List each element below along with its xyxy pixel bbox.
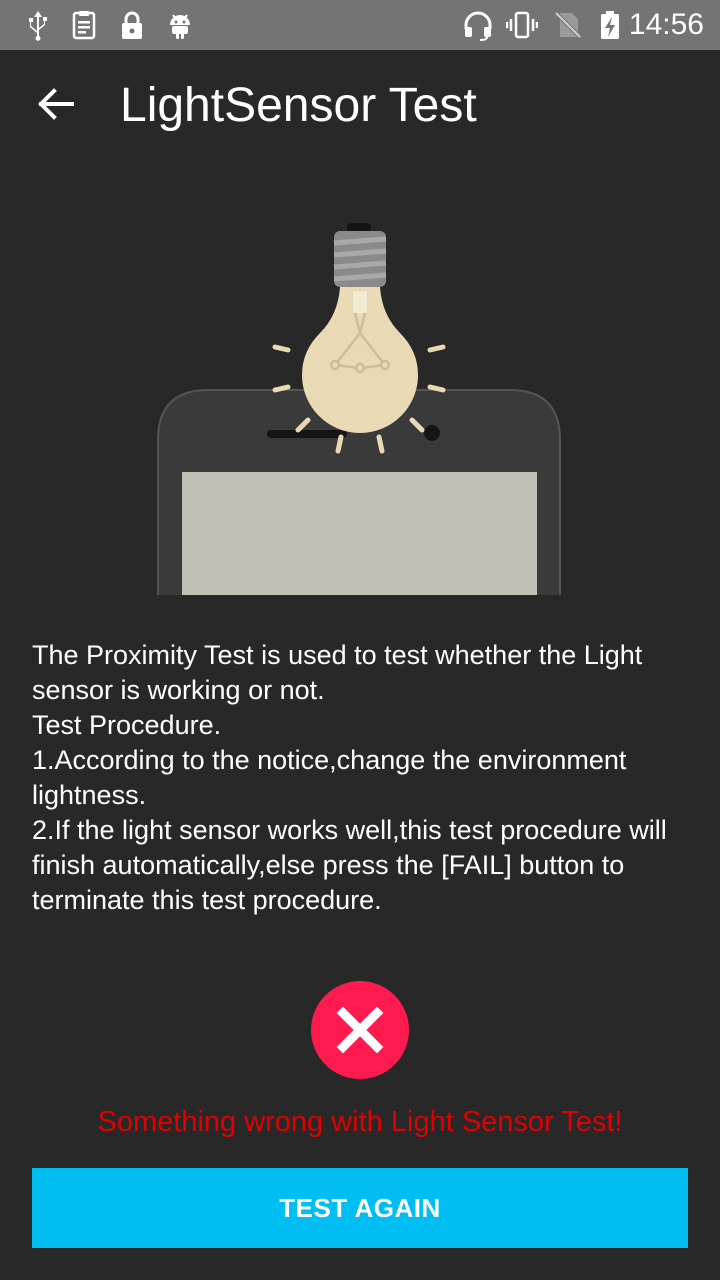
description-procedure-heading: Test Procedure. xyxy=(32,710,222,740)
page-title: LightSensor Test xyxy=(120,79,477,132)
test-description: The Proximity Test is used to test wheth… xyxy=(32,638,692,918)
debug-log-icon xyxy=(72,11,96,40)
usb-icon xyxy=(29,11,47,41)
arrow-left-icon[interactable] xyxy=(24,72,88,136)
result-message: Something wrong with Light Sensor Test! xyxy=(97,1106,623,1138)
lock-icon xyxy=(122,11,142,39)
app-bar: LightSensor Test xyxy=(0,50,720,168)
test-again-button[interactable]: TEST AGAIN xyxy=(32,1168,688,1248)
lightbulb-over-phone-icon xyxy=(157,223,561,595)
android-icon xyxy=(170,14,190,39)
description-intro: The Proximity Test is used to test wheth… xyxy=(32,640,643,705)
description-step-1: 1.According to the notice,change the env… xyxy=(32,745,627,810)
vibrate-icon xyxy=(506,11,538,39)
fail-x-icon xyxy=(311,981,409,1079)
battery-charging-icon xyxy=(601,11,619,39)
status-time: 14:56 xyxy=(628,8,704,41)
status-bar: 14:56 xyxy=(0,0,720,50)
description-step-2: 2.If the light sensor works well,this te… xyxy=(32,815,667,915)
headset-icon xyxy=(464,11,492,41)
no-sim-icon xyxy=(554,11,582,39)
